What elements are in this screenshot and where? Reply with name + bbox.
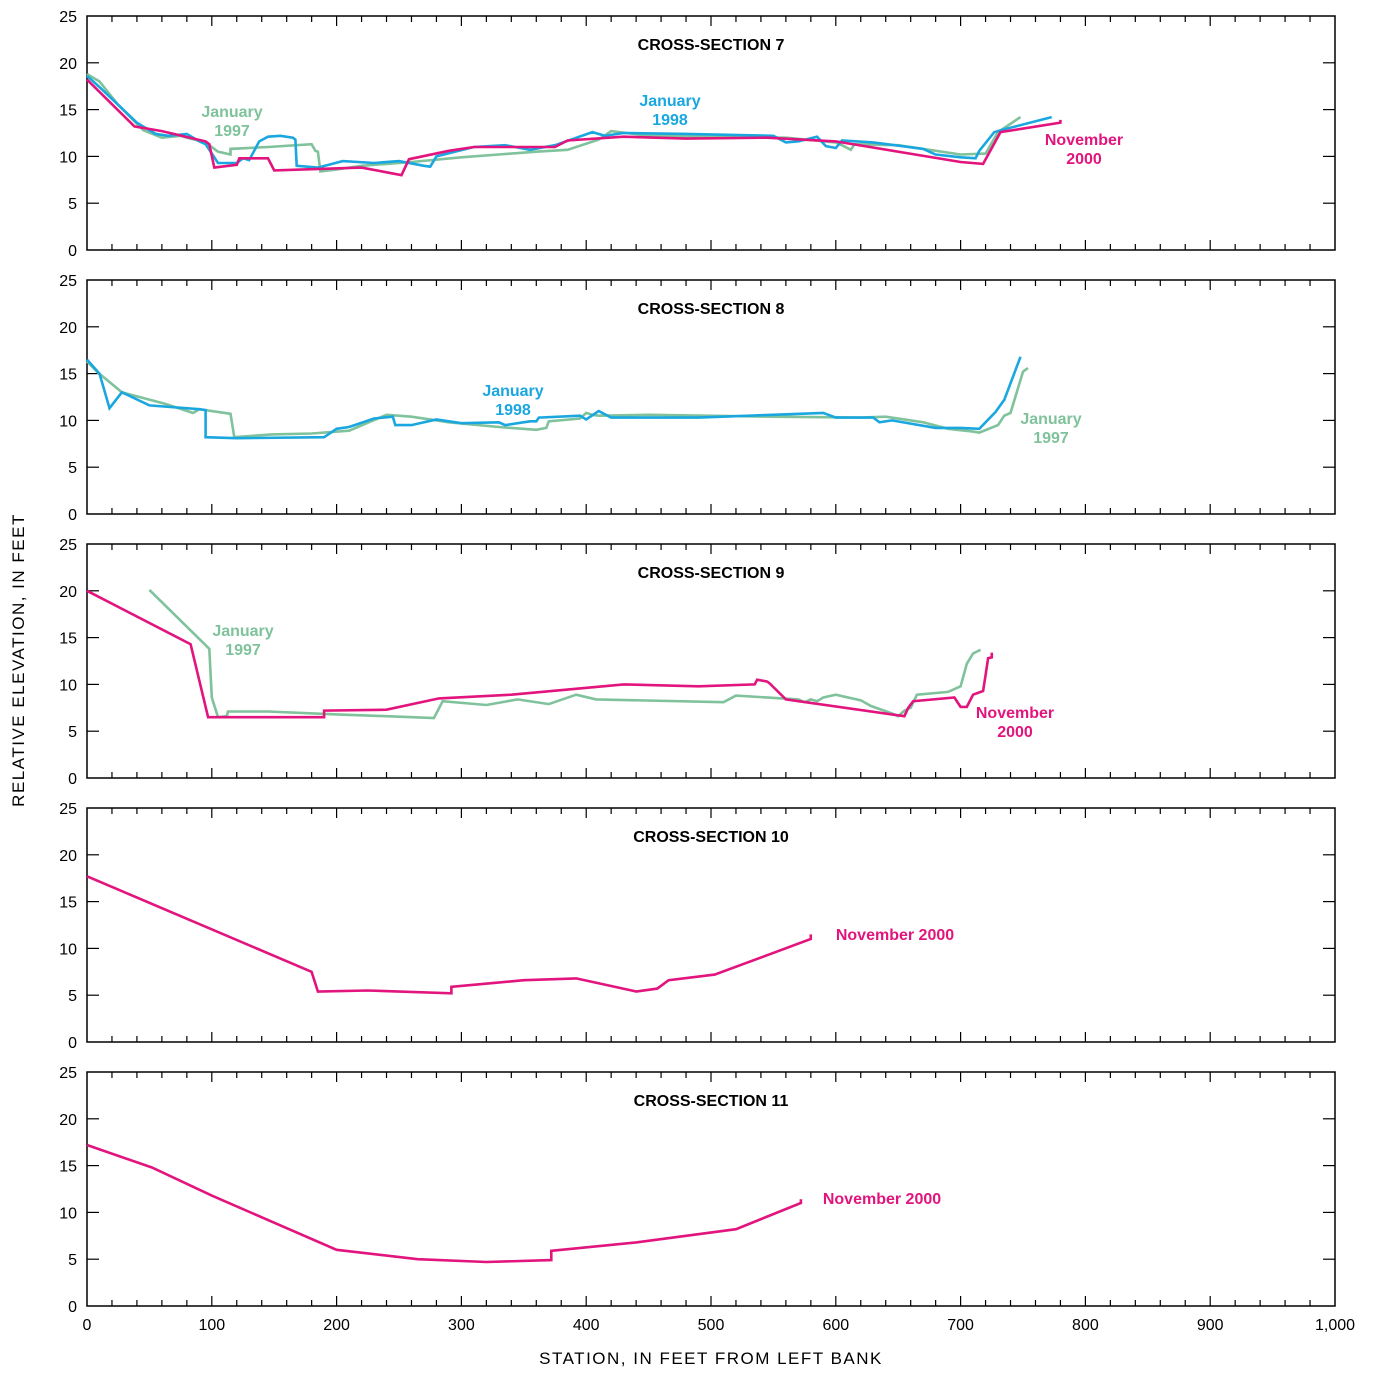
series-label-nov2000: November 2000 xyxy=(823,1191,941,1208)
series-line-jan1997 xyxy=(86,360,1029,439)
x-tick-label: 800 xyxy=(1072,1317,1099,1334)
y-tick-label: 10 xyxy=(59,941,77,958)
series-label-jan1997: 1997 xyxy=(1033,430,1069,447)
panel-cross-section-9: 0 5 10 15 20 25 CROSS-SECTION 9 January 1997 Nove… xyxy=(59,537,1336,788)
series-label-nov2000: November 2000 xyxy=(836,927,954,944)
x-tick-label: 100 xyxy=(198,1317,225,1334)
y-tick-label: 5 xyxy=(68,1252,77,1269)
y-tick-label: 20 xyxy=(59,848,77,865)
y-tick-label: 10 xyxy=(59,413,77,430)
y-tick-label: 15 xyxy=(59,103,77,120)
series-label-nov2000: November xyxy=(1045,132,1123,149)
y-tick-label: 25 xyxy=(59,1065,77,1082)
y-tick-label: 20 xyxy=(59,1112,77,1129)
series-line-nov2000 xyxy=(86,589,994,719)
panel-title: CROSS-SECTION 8 xyxy=(638,301,785,318)
series-line-nov2000 xyxy=(86,875,813,995)
x-tick-label: 500 xyxy=(698,1317,725,1334)
y-tick-label: 0 xyxy=(68,243,77,260)
y-axis-title: RELATIVE ELEVATION, IN FEET xyxy=(9,513,28,807)
series-label-jan1997: January xyxy=(212,623,273,640)
y-tick-label: 25 xyxy=(59,273,77,290)
panel-title: CROSS-SECTION 11 xyxy=(634,1093,789,1110)
y-tick-label: 0 xyxy=(68,507,77,524)
y-tick-label: 20 xyxy=(59,584,77,601)
series-line-nov2000 xyxy=(86,1143,803,1264)
series-line-jan1997 xyxy=(148,588,982,720)
series-line-nov2000 xyxy=(86,78,1062,177)
series-label-jan1998: 1998 xyxy=(495,402,531,419)
x-axis-title: STATION, IN FEET FROM LEFT BANK xyxy=(539,1349,883,1368)
y-tick-label: 25 xyxy=(59,801,77,818)
y-tick-label: 0 xyxy=(68,771,77,788)
x-tick-label: 400 xyxy=(573,1317,600,1334)
y-tick-label: 10 xyxy=(59,677,77,694)
panel-cross-section-11: 0 5 10 15 20 25 CROSS-SECTION 11 November 2000 xyxy=(59,1065,1336,1316)
series-label-nov2000: 2000 xyxy=(1066,151,1102,168)
y-tick-label: 10 xyxy=(59,149,77,166)
panel-cross-section-10: 0 5 10 15 20 25 CROSS-SECTION 10 November 2000 xyxy=(59,801,1336,1052)
series-line-jan1998 xyxy=(86,356,1022,440)
series-label-jan1997: January xyxy=(201,104,262,121)
x-tick-label: 900 xyxy=(1197,1317,1224,1334)
y-tick-label: 20 xyxy=(59,56,77,73)
panel-title: CROSS-SECTION 7 xyxy=(638,37,785,54)
series-label-jan1998: January xyxy=(482,383,543,400)
series-label-jan1998: 1998 xyxy=(652,112,688,129)
series-label-jan1997: 1997 xyxy=(225,642,261,659)
x-tick-label: 300 xyxy=(448,1317,475,1334)
panel-title: CROSS-SECTION 10 xyxy=(633,829,789,846)
x-tick-label: 600 xyxy=(822,1317,849,1334)
x-tick-label: 1,000 xyxy=(1315,1317,1355,1334)
x-tick-label: 700 xyxy=(947,1317,974,1334)
y-tick-label: 25 xyxy=(59,9,77,26)
series-label-jan1997: 1997 xyxy=(214,123,250,140)
y-tick-label: 0 xyxy=(68,1035,77,1052)
series-line-jan1998 xyxy=(86,74,1053,169)
y-tick-label: 5 xyxy=(68,988,77,1005)
y-tick-label: 15 xyxy=(59,367,77,384)
y-tick-label: 10 xyxy=(59,1205,77,1222)
y-tick-label: 15 xyxy=(59,631,77,648)
panel-title: CROSS-SECTION 9 xyxy=(638,565,785,582)
x-tick-label: 200 xyxy=(323,1317,350,1334)
series-label-nov2000: 2000 xyxy=(997,724,1033,741)
y-tick-label: 15 xyxy=(59,1159,77,1176)
y-tick-label: 5 xyxy=(68,724,77,741)
y-tick-label: 5 xyxy=(68,196,77,213)
panel-cross-section-8: 0 5 10 15 20 25 CROSS-SECTION 8 January 1997 Janu… xyxy=(59,273,1336,524)
series-label-jan1997: January xyxy=(1020,411,1081,428)
y-tick-label: 15 xyxy=(59,895,77,912)
y-tick-label: 20 xyxy=(59,320,77,337)
x-tick-label: 0 xyxy=(83,1317,92,1334)
series-label-nov2000: November xyxy=(976,705,1054,722)
y-tick-label: 25 xyxy=(59,537,77,554)
panel-cross-section-7: 0 5 10 15 20 25 CROSS-SECTION 7 January 1997 Janu… xyxy=(59,9,1336,260)
series-label-jan1998: January xyxy=(639,93,700,110)
y-tick-label: 0 xyxy=(68,1299,77,1316)
y-tick-label: 5 xyxy=(68,460,77,477)
